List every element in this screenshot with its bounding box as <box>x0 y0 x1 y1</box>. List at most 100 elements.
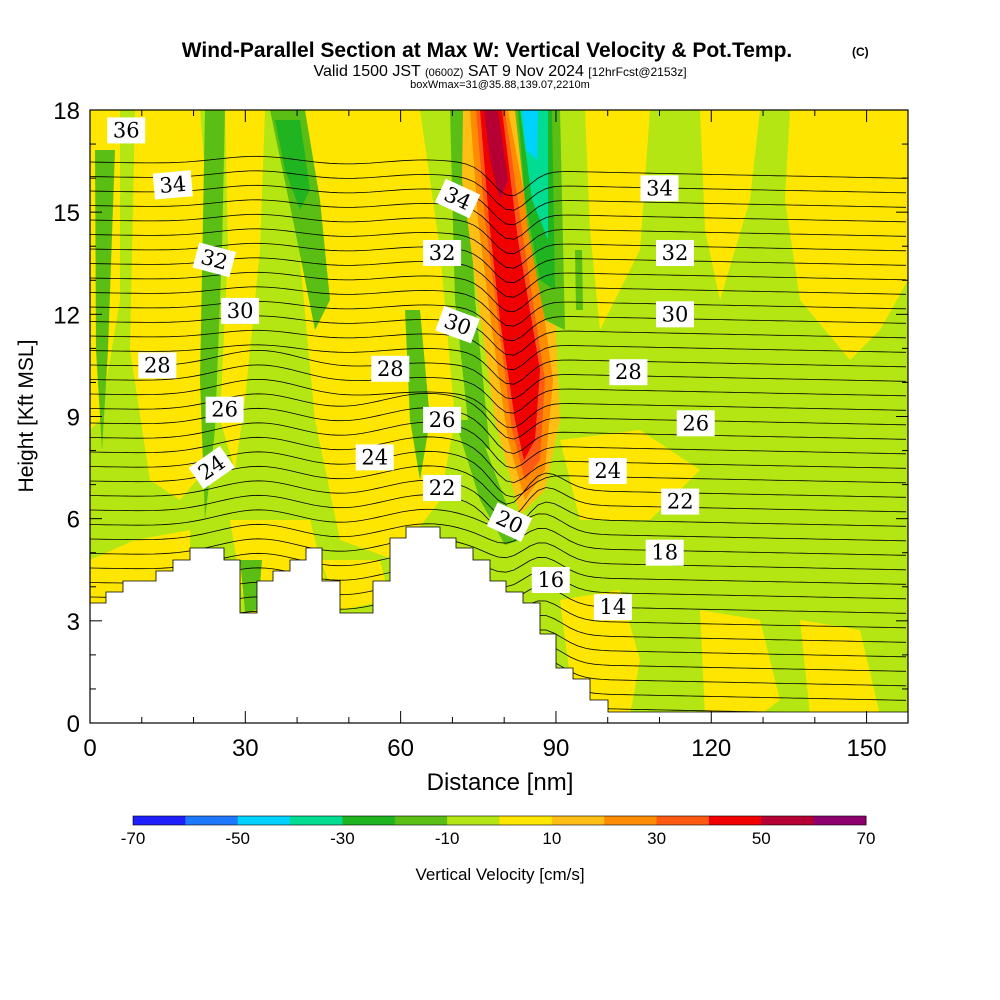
colorbar: -70 -50 -30 -10 10 30 50 70 <box>121 815 876 848</box>
theta-contour <box>90 286 907 327</box>
velocity-region <box>522 110 538 160</box>
contour-label-text: 28 <box>615 360 642 384</box>
colorbar-swatch <box>708 816 762 825</box>
terrain-layer <box>90 526 908 723</box>
velocity-region <box>405 310 430 480</box>
colorbar-tick-label: -30 <box>330 829 355 848</box>
y-tick-label: 18 <box>53 98 80 125</box>
contour-label-text: 32 <box>662 241 689 265</box>
theta-contour <box>90 155 907 197</box>
contour-label: 36 <box>107 117 146 144</box>
contour-label: 14 <box>593 594 632 621</box>
colorbar-tick-label: 10 <box>542 829 561 848</box>
contour-label-text: 26 <box>429 408 456 432</box>
theta-contour <box>90 228 907 269</box>
contour-label: 26 <box>423 406 462 433</box>
contour-label-text: 30 <box>662 302 689 326</box>
contour-label-text: 30 <box>227 299 254 323</box>
x-tick-label: 60 <box>387 735 414 762</box>
theta-contour <box>90 537 907 571</box>
colorbar-tick-label: 70 <box>857 829 876 848</box>
colorbar-swatch <box>761 816 815 825</box>
x-tick-label: 90 <box>543 735 570 762</box>
colorbar-swatch <box>604 816 658 825</box>
velocity-region <box>575 250 583 310</box>
contour-label: 32 <box>423 240 462 266</box>
contour-label: 34 <box>152 170 193 200</box>
colorbar-tick-label: -70 <box>121 829 146 848</box>
colorbar-swatch <box>342 816 396 825</box>
contour-label-text: 16 <box>537 568 564 592</box>
x-tick-label: 0 <box>83 735 96 762</box>
y-tick-label: 0 <box>67 711 80 738</box>
contour-label: 26 <box>205 396 244 423</box>
colorbar-swatch <box>656 816 710 825</box>
contour-label: 18 <box>645 539 684 566</box>
theta-contour <box>90 436 907 484</box>
contour-label-text: 28 <box>377 357 404 381</box>
velocity-region <box>484 110 508 200</box>
velocity-region <box>800 620 880 715</box>
colorbar-swatch <box>394 816 448 825</box>
theta-contour <box>90 364 907 414</box>
contour-label-text: 22 <box>429 476 456 500</box>
contour-label: 24 <box>588 458 627 484</box>
contour-label: 22 <box>661 488 700 515</box>
chart-title: Wind-Parallel Section at Max W: Vertical… <box>182 39 793 62</box>
velocity-region <box>585 110 650 330</box>
contour-label-text: 22 <box>667 490 694 514</box>
contour-label: 34 <box>640 175 679 202</box>
velocity-region <box>275 120 310 210</box>
contour-label-text: 26 <box>211 398 238 422</box>
contour-label: 22 <box>423 475 462 501</box>
colorbar-swatch <box>290 816 343 825</box>
theta-contour <box>90 213 907 255</box>
contour-label-text: 26 <box>682 411 709 435</box>
theta-contour <box>90 242 907 284</box>
contour-label-text: 32 <box>429 241 456 265</box>
velocity-fill-layer <box>90 110 908 723</box>
contour-label: 30 <box>221 297 260 324</box>
x-axis-label: Distance [nm] <box>427 769 574 796</box>
x-tick-label: 30 <box>232 735 259 762</box>
theta-contour <box>90 552 907 585</box>
contour-label: 26 <box>676 410 715 437</box>
y-tick-label: 12 <box>53 302 80 329</box>
theta-contour <box>90 421 907 469</box>
contour-label: 32 <box>656 240 694 266</box>
theta-contour <box>90 329 907 371</box>
colorbar-tick-label: 30 <box>647 829 666 848</box>
theta-contour <box>90 170 907 211</box>
y-tick-label: 3 <box>67 609 80 636</box>
colorbar-swatch <box>499 816 553 825</box>
velocity-region <box>700 610 780 715</box>
x-tick-label: 120 <box>691 735 731 762</box>
contour-label-text: 18 <box>651 541 678 565</box>
contour-label: 28 <box>371 355 410 382</box>
contour-label-text: 36 <box>113 118 140 142</box>
contour-label: 30 <box>656 301 694 328</box>
colorbar-swatch <box>551 816 605 825</box>
contour-label-text: 24 <box>594 459 621 483</box>
theta-contour <box>90 523 907 556</box>
theta-contour <box>90 344 907 385</box>
velocity-region <box>95 150 115 450</box>
colorbar-swatch <box>185 816 239 825</box>
velocity-region <box>480 110 540 460</box>
theta-contour <box>90 184 907 226</box>
velocity-region <box>700 110 760 300</box>
y-tick-label: 6 <box>67 507 80 534</box>
plot-area <box>90 110 908 723</box>
terrain <box>90 526 908 723</box>
colorbar-label: Vertical Velocity [cm/s] <box>415 865 584 884</box>
contour-label: 16 <box>531 567 570 593</box>
contour-label-text: 24 <box>361 445 388 469</box>
y-tick-label: 9 <box>67 405 80 432</box>
colorbar-tick-label: -10 <box>435 829 460 848</box>
theta-contour <box>90 199 907 240</box>
y-tick-label: 15 <box>53 200 80 227</box>
